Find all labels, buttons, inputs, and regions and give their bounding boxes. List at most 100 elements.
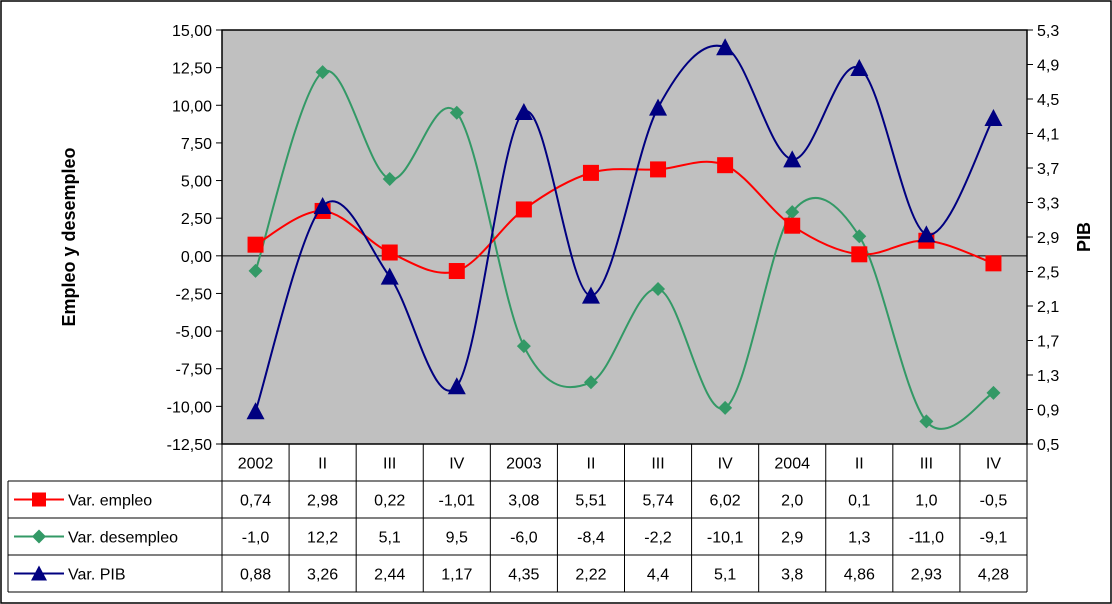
table-cell: 9,5 bbox=[446, 530, 468, 547]
table-cell: -1,0 bbox=[242, 530, 270, 547]
legend-marker bbox=[32, 529, 46, 544]
table-cell: 1,0 bbox=[915, 493, 937, 510]
data-point bbox=[447, 377, 466, 395]
right-tick-label: 4,5 bbox=[1037, 92, 1059, 109]
table-cell: -8,4 bbox=[577, 530, 605, 547]
category-label: III bbox=[920, 456, 933, 473]
series-layer bbox=[246, 38, 1003, 430]
left-tick-label: 5,00 bbox=[181, 174, 212, 191]
table-cell: 3,08 bbox=[508, 493, 539, 510]
table-cell: 1,17 bbox=[441, 567, 472, 584]
right-tick-label: 2,9 bbox=[1037, 230, 1059, 247]
table-cell: 5,74 bbox=[642, 493, 673, 510]
data-point bbox=[248, 263, 263, 278]
legend-label: Var. empleo bbox=[68, 493, 152, 510]
data-point bbox=[985, 255, 1002, 272]
data-point bbox=[649, 98, 668, 116]
right-tick-label: 2,5 bbox=[1037, 265, 1059, 282]
table-cell: 5,1 bbox=[379, 530, 401, 547]
table-cell: 4,86 bbox=[844, 567, 875, 584]
legend-marker bbox=[32, 492, 46, 507]
series-var-pib bbox=[246, 38, 1003, 420]
category-label: IV bbox=[449, 456, 464, 473]
data-point bbox=[718, 400, 733, 415]
table-cell: -11,0 bbox=[909, 530, 944, 547]
table-cell: 5,1 bbox=[714, 567, 736, 584]
y-axis-right-title: PIB bbox=[1074, 222, 1094, 252]
table-cell: 2,22 bbox=[575, 567, 606, 584]
table-row: Var. PIB 0,88 3,26 2,44 1,17 4,35 2,22 4,4 5,1 3,… bbox=[14, 565, 1009, 584]
table-cell: 4,4 bbox=[647, 567, 669, 584]
table-cell: 0,22 bbox=[374, 493, 405, 510]
data-point bbox=[851, 246, 868, 263]
data-point bbox=[516, 339, 531, 354]
right-tick-label: 5,3 bbox=[1037, 23, 1059, 40]
table-cell: -2,2 bbox=[644, 530, 672, 547]
data-point bbox=[581, 286, 600, 304]
left-tick-label: -2,50 bbox=[176, 286, 213, 303]
left-tick-label: 10,00 bbox=[172, 98, 212, 115]
data-point bbox=[852, 229, 867, 244]
table-cell: -10,1 bbox=[707, 530, 744, 547]
data-point bbox=[986, 385, 1001, 400]
table-cell: 2,44 bbox=[374, 567, 405, 584]
data-point bbox=[582, 164, 599, 181]
data-point bbox=[380, 267, 399, 285]
right-tick-label: 3,7 bbox=[1037, 161, 1059, 178]
data-point bbox=[247, 236, 264, 253]
legend-label: Var. PIB bbox=[68, 567, 126, 584]
table-row: Var. empleo 0,74 2,98 0,22 -1,01 3,08 5,51 5,74… bbox=[14, 492, 1008, 510]
data-point bbox=[716, 38, 735, 56]
right-tick-label: 0,9 bbox=[1037, 403, 1059, 420]
table-cell: 0,74 bbox=[240, 493, 271, 510]
right-axis-ticks: 5,3 4,9 4,5 4,1 3,7 3,3 2,9 2,5 2,1 1,7 1,3 0,9 0,5 bbox=[1027, 23, 1059, 454]
category-label: II bbox=[318, 456, 327, 473]
category-label: IV bbox=[986, 456, 1001, 473]
data-point bbox=[583, 375, 598, 390]
data-point bbox=[448, 263, 465, 280]
table-cell: 0,1 bbox=[848, 493, 870, 510]
left-tick-label: 12,50 bbox=[172, 61, 212, 78]
series-var-empleo bbox=[247, 157, 1002, 280]
left-tick-label: 2,50 bbox=[181, 211, 212, 228]
data-point bbox=[783, 150, 802, 168]
data-point bbox=[315, 65, 330, 80]
data-point bbox=[784, 217, 801, 234]
data-point bbox=[919, 414, 934, 429]
category-label: 2003 bbox=[506, 456, 542, 473]
data-point bbox=[717, 157, 734, 174]
right-tick-label: 4,1 bbox=[1037, 127, 1059, 144]
left-tick-label: 0,00 bbox=[181, 249, 212, 266]
data-point bbox=[313, 196, 332, 214]
legend-marker bbox=[31, 565, 47, 581]
left-tick-label: -10,00 bbox=[167, 399, 212, 416]
right-tick-label: 0,5 bbox=[1037, 437, 1059, 454]
table-cell: -9,1 bbox=[980, 530, 1008, 547]
left-tick-label: -12,50 bbox=[167, 437, 212, 454]
left-tick-label: 15,00 bbox=[172, 23, 212, 40]
series-var-desempleo bbox=[248, 65, 1001, 430]
data-point bbox=[917, 225, 936, 243]
table-cell: 5,51 bbox=[575, 493, 606, 510]
data-point bbox=[984, 108, 1003, 126]
data-point bbox=[515, 201, 532, 218]
left-axis-ticks: 15,00 12,50 10,00 7,50 5,00 2,50 0,00 -2,50 -5,0… bbox=[167, 23, 222, 454]
data-point bbox=[381, 244, 398, 261]
table-cell: -0,5 bbox=[980, 493, 1008, 510]
data-point bbox=[246, 402, 265, 420]
table-cell: 2,98 bbox=[307, 493, 338, 510]
series-line bbox=[254, 69, 994, 430]
table-cell: 1,3 bbox=[848, 530, 870, 547]
table-cell: 3,26 bbox=[307, 567, 338, 584]
table-cell: -6,0 bbox=[510, 530, 538, 547]
category-label: II bbox=[587, 456, 596, 473]
table-cell: 0,88 bbox=[240, 567, 271, 584]
table-cell: 2,0 bbox=[781, 493, 803, 510]
left-tick-label: -7,50 bbox=[176, 362, 213, 379]
data-point bbox=[650, 161, 667, 178]
table-cell: 6,02 bbox=[710, 493, 741, 510]
right-tick-label: 1,7 bbox=[1037, 334, 1059, 351]
right-tick-label: 2,1 bbox=[1037, 299, 1059, 316]
